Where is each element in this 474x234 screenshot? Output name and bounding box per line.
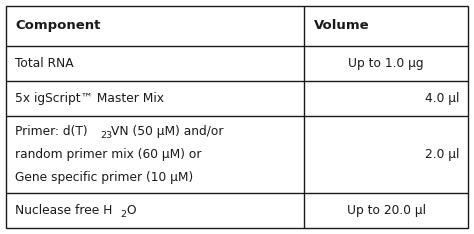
Text: Total RNA: Total RNA <box>15 57 74 70</box>
Text: 4.0 μl: 4.0 μl <box>425 92 460 105</box>
Text: 23: 23 <box>100 131 112 140</box>
Text: Primer: d(T): Primer: d(T) <box>15 125 88 138</box>
Text: Gene specific primer (10 μM): Gene specific primer (10 μM) <box>15 171 193 184</box>
Text: Up to 20.0 μl: Up to 20.0 μl <box>346 204 426 217</box>
Text: Nuclease free H: Nuclease free H <box>15 204 112 217</box>
Text: Up to 1.0 μg: Up to 1.0 μg <box>348 57 424 70</box>
Text: VN (50 μM) and/or: VN (50 μM) and/or <box>111 125 224 138</box>
Text: 2.0 μl: 2.0 μl <box>425 148 460 161</box>
Text: 5x igScript™ Master Mix: 5x igScript™ Master Mix <box>15 92 164 105</box>
Text: 2: 2 <box>120 210 127 219</box>
Text: Component: Component <box>15 19 100 32</box>
Text: random primer mix (60 μM) or: random primer mix (60 μM) or <box>15 148 201 161</box>
Text: O: O <box>126 204 136 217</box>
Text: Volume: Volume <box>314 19 369 32</box>
